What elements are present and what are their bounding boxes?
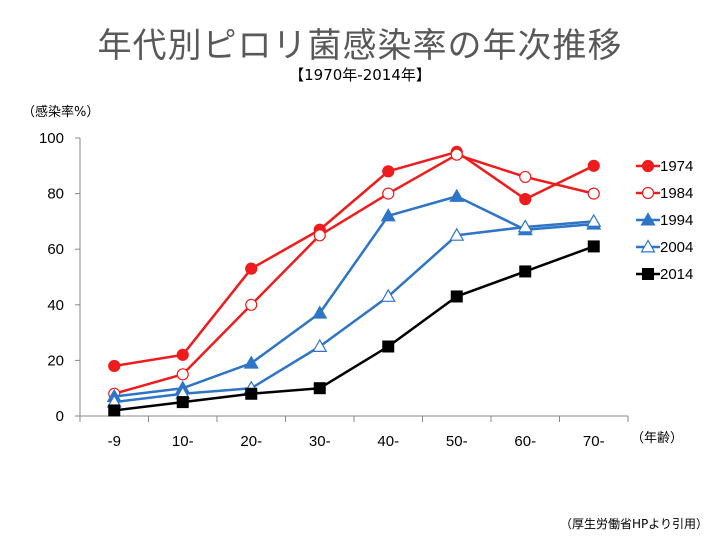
data-point [176,348,189,361]
series-line-2014 [114,245,595,412]
y-tick-label: 60 [47,241,64,258]
y-tick-label: 100 [39,130,64,147]
data-point [312,305,328,319]
chart-title: 年代別ピロリ菌感染率の年次推移 [97,26,623,66]
series-2004 [106,213,602,408]
x-tick-label: 40- [377,433,399,450]
legend-marker [642,268,654,280]
x-tick-label: 20- [240,433,262,450]
series-line-1974 [114,150,595,368]
data-point [108,359,121,373]
data-point [449,188,465,202]
series-line-1984 [113,153,595,395]
data-point [519,193,532,206]
legend-item-1994: 1994 [636,212,693,229]
legend-label: 1974 [660,158,693,175]
data-point [312,338,328,352]
data-point [450,290,463,303]
legend-marker [640,212,656,226]
data-point [587,159,600,172]
data-point [450,148,463,161]
y-tick-label: 0 [56,408,64,425]
x-tick-label: 10- [172,433,194,450]
series-line-1994 [114,195,594,398]
data-point [382,340,395,353]
data-point [245,387,258,400]
legend-item-1974: 1974 [636,158,693,175]
legend-marker [641,159,655,173]
series-2014 [108,240,600,417]
legend-label: 2014 [660,266,693,283]
data-point [519,265,532,278]
y-axis-label: （感染率%） [22,104,99,120]
data-point [245,262,258,275]
series-line-2004 [114,220,594,404]
series-1984 [108,148,600,400]
y-tick-label: 80 [47,186,64,203]
source-note: （厚生労働省HPより引用） [559,517,708,531]
data-point [382,165,395,178]
data-point [313,382,326,395]
x-tick-label: 60- [514,433,536,450]
data-point [313,229,326,242]
x-axis-label: （年齢） [631,431,683,446]
data-point [176,368,189,381]
data-point [449,227,465,241]
legend-item-2014: 2014 [636,266,693,283]
x-tick-label: 70- [583,433,605,450]
legend-marker [641,186,655,200]
data-point [587,187,600,200]
data-point [587,240,600,253]
y-tick-label: 20 [47,352,64,369]
legend-label: 1994 [660,212,693,229]
data-point [519,170,532,184]
legend-label: 1984 [660,185,693,202]
x-tick-label: 30- [309,433,331,450]
data-point [586,213,602,227]
data-point [176,396,189,409]
legend-label: 2004 [660,239,693,256]
legend-item-1984: 1984 [636,185,693,202]
chart-subtitle: 【1970年-2014年】 [289,66,431,84]
data-point [243,355,259,369]
data-point [380,208,396,222]
x-tick-label: -9 [108,433,121,450]
data-point [380,288,396,302]
legend-item-2004: 2004 [636,239,693,256]
legend-marker [640,239,656,253]
y-tick-label: 40 [47,297,64,314]
x-tick-label: 50- [446,433,468,450]
data-point [382,187,395,200]
data-point [108,404,121,417]
data-point [517,219,533,233]
data-point [245,298,258,311]
